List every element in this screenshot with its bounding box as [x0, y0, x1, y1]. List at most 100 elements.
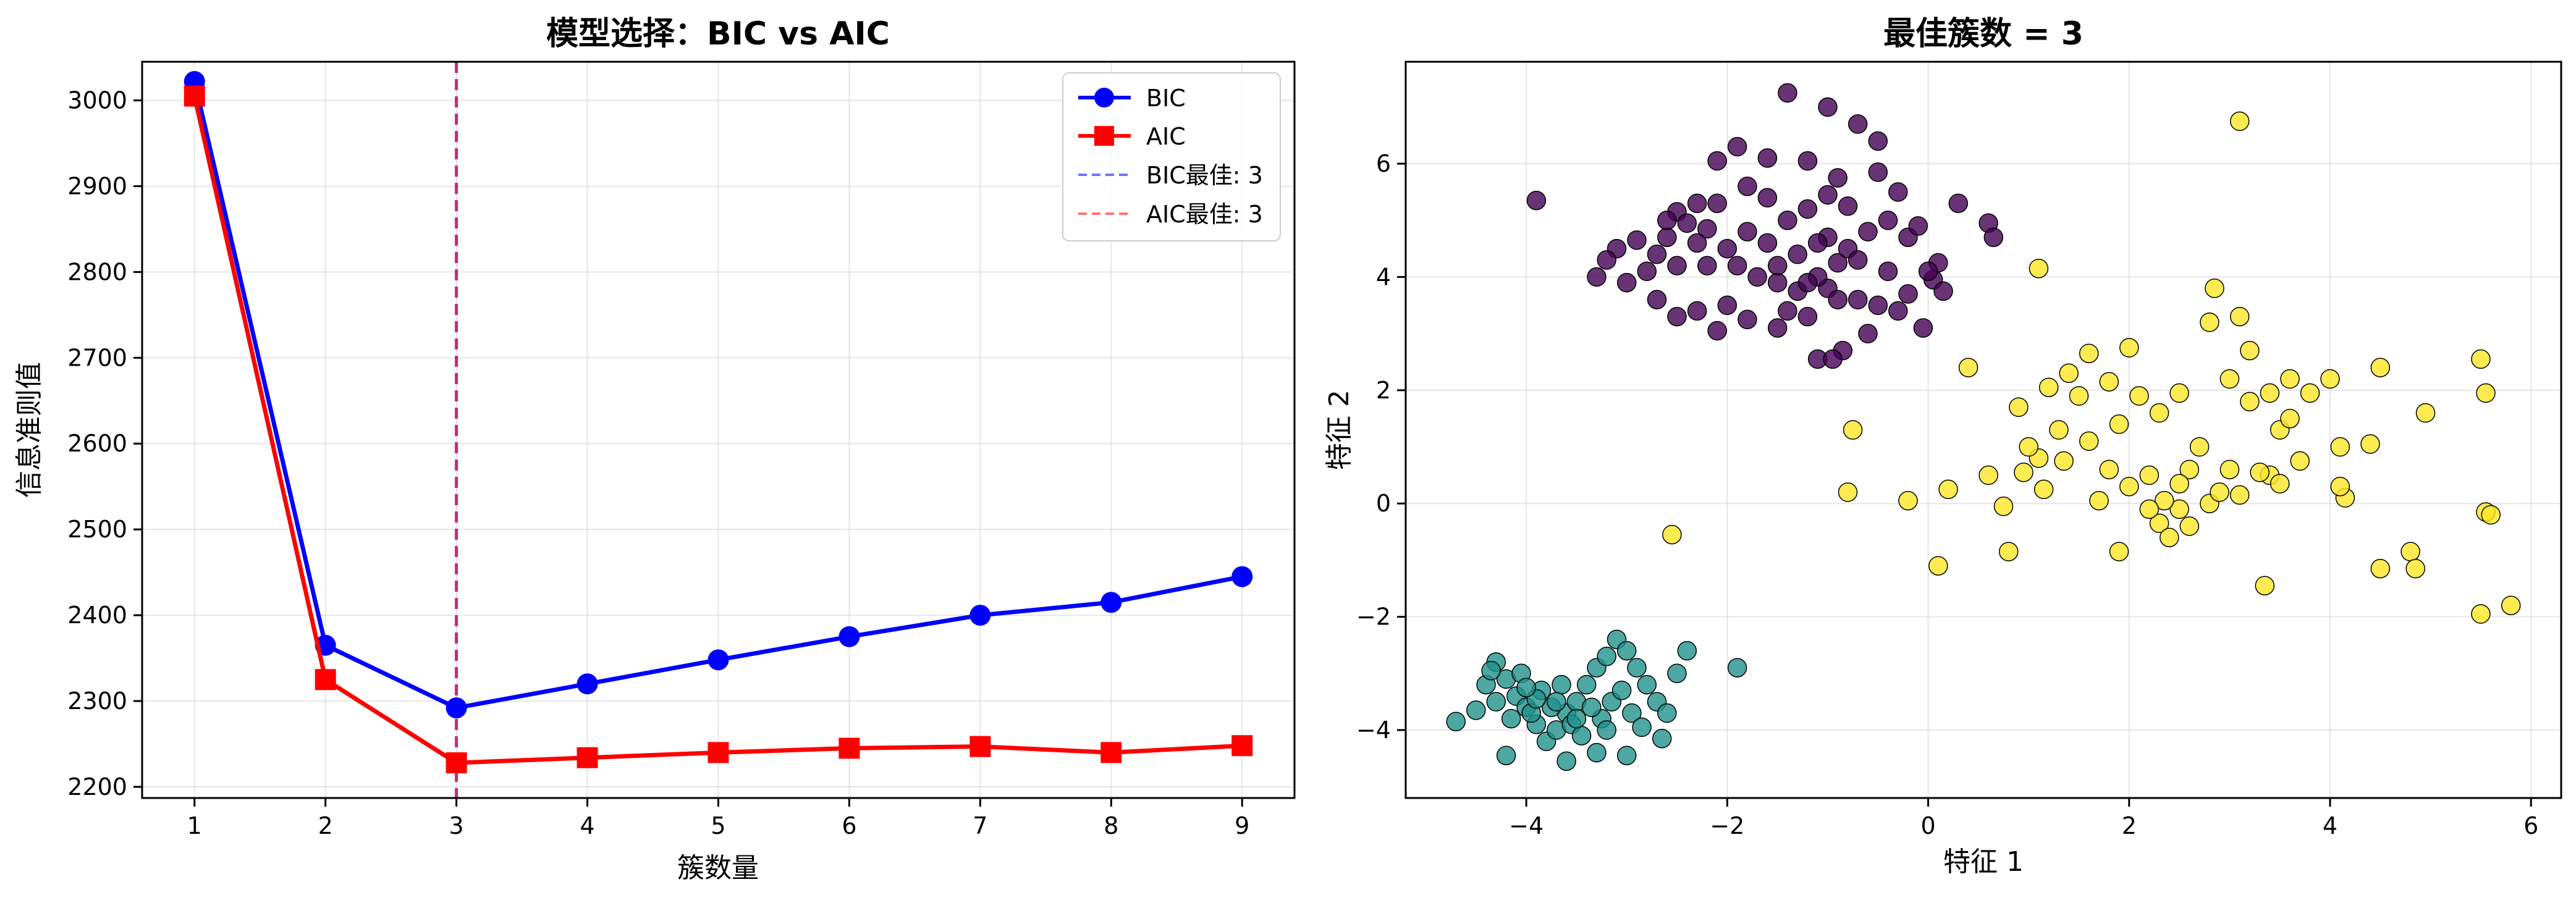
cluster-3-point — [2033, 479, 2054, 500]
left-ticks: 1 2 3 4 5 6 7 8 9 2200 2300 2400 2500 2600 2700 2800 290… — [67, 87, 1249, 839]
cluster-3-point — [2189, 437, 2210, 457]
cluster-3-point — [2250, 463, 2270, 482]
cluster-1-point — [1657, 210, 1677, 230]
cluster-3-point — [2029, 258, 2049, 279]
bic-point — [1231, 566, 1253, 587]
cluster-2-point — [1657, 703, 1677, 723]
cluster-3-point — [2481, 505, 2501, 525]
left-chart-title: 模型选择：BIC vs AIC — [546, 15, 890, 52]
cluster-1-point — [1727, 136, 1747, 157]
bic-point — [969, 605, 991, 626]
cluster-3-point — [2219, 460, 2240, 479]
cluster-1-point — [1888, 182, 1908, 202]
legend-aic-label: AIC — [1146, 123, 1186, 150]
cluster-1-point — [1667, 306, 1687, 327]
cluster-3-point — [2320, 369, 2340, 389]
cluster-1-point — [1657, 227, 1677, 247]
cluster-1-point — [1697, 219, 1717, 239]
right-y-tick-label: −2 — [1356, 603, 1391, 631]
legend-bic-best-label: BIC最佳: 3 — [1146, 162, 1263, 189]
cluster-1-point — [1587, 267, 1607, 287]
cluster-1-point — [1757, 233, 1778, 253]
cluster-1-point — [1597, 250, 1616, 270]
legend-bic-marker — [1094, 88, 1114, 107]
cluster-3-point — [2260, 383, 2280, 403]
cluster-3-point — [2240, 340, 2260, 361]
cluster-1-point — [1828, 290, 1848, 309]
left-x-tick-label: 8 — [1104, 812, 1118, 839]
cluster-1-point — [1878, 210, 1898, 230]
cluster-3-point — [2109, 414, 2129, 434]
cluster-1-point — [1868, 295, 1888, 316]
cluster-1-point — [1797, 151, 1818, 171]
cluster-1-point — [1778, 210, 1797, 230]
legend-entry-bic: BIC — [1078, 85, 1186, 112]
right-y-tick-label: −4 — [1356, 716, 1391, 744]
cluster-3-point — [2149, 513, 2169, 534]
cluster-1-point — [1823, 349, 1843, 369]
cluster-3-point — [2219, 369, 2240, 389]
cluster-3-point — [2009, 397, 2029, 418]
cluster-3-point — [2240, 392, 2260, 411]
legend-entry-aic-best: AIC最佳: 3 — [1078, 201, 1263, 228]
right-plot-frame — [1404, 61, 2562, 799]
cluster-1-point — [1647, 245, 1667, 264]
left-y-tick-label: 2200 — [67, 773, 127, 800]
left-x-tick-label: 7 — [973, 812, 987, 839]
cluster-2-point — [1582, 697, 1602, 718]
cluster-3-point — [2119, 476, 2139, 497]
left-y-tick-label: 2700 — [67, 344, 127, 371]
cluster-2-point — [1597, 720, 1616, 740]
cluster-3-point — [1838, 482, 1858, 502]
left-y-tick-label: 3000 — [67, 87, 127, 114]
cluster-3-point — [2280, 408, 2300, 429]
cluster-3-point — [2014, 463, 2033, 482]
cluster-3-point — [2069, 386, 2089, 406]
cluster-3-point — [2300, 383, 2320, 403]
cluster-3-point — [2370, 358, 2391, 377]
cluster-1-point — [1747, 267, 1767, 287]
left-y-axis-label: 信息准则值 — [14, 362, 45, 498]
cluster-1-point — [1647, 290, 1667, 309]
cluster-3-point — [1958, 358, 1978, 377]
cluster-3-point — [2229, 306, 2250, 327]
cluster-3-point — [2255, 576, 2275, 595]
cluster-3-point — [2089, 490, 2109, 511]
cluster-1-point — [1738, 309, 1757, 329]
right-x-tick-label: 6 — [2523, 812, 2538, 839]
cluster-2-point — [1727, 658, 1747, 678]
cluster-3-point — [2169, 383, 2189, 403]
cluster-1-point — [1767, 256, 1788, 275]
cluster-3-point — [2290, 451, 2310, 471]
cluster-2-point — [1547, 692, 1566, 712]
cluster-1-point — [1687, 193, 1707, 213]
cluster-1-point — [1767, 272, 1788, 293]
cluster-3-point — [2054, 451, 2074, 471]
cluster-2-point — [1667, 663, 1687, 684]
cluster-3-point — [2139, 499, 2160, 519]
cluster-3-point — [1938, 479, 1958, 500]
cluster-1-point — [1918, 261, 1938, 282]
cluster-1-point — [1526, 190, 1547, 211]
cluster-3-point — [1993, 497, 2014, 516]
cluster-3-point — [2160, 527, 2179, 547]
cluster-2-point — [1571, 726, 1592, 746]
cluster-2-point — [1677, 640, 1697, 661]
legend-entry-aic: AIC — [1078, 123, 1186, 150]
left-y-tick-label: 2900 — [67, 172, 127, 200]
right-y-tick-label: 0 — [1376, 490, 1391, 517]
right-chart-panel: −4 −2 0 2 4 6 −4 −2 0 2 4 6 最佳簇数 = 3 特征 1 特征 2 — [1324, 15, 2562, 878]
cluster-3-point — [2129, 386, 2149, 406]
cluster-3-point — [2099, 372, 2119, 392]
left-y-tick-label: 2300 — [67, 687, 127, 715]
bic-point — [707, 649, 729, 671]
cluster-3-point — [2109, 542, 2129, 561]
cluster-1-point — [1908, 216, 1928, 236]
cluster-1-point — [1838, 196, 1858, 216]
cluster-1-point — [1767, 318, 1788, 338]
cluster-1-point — [1616, 272, 1637, 293]
cluster-1-point — [1697, 256, 1717, 275]
cluster-2-point — [1622, 703, 1642, 723]
left-y-tick-label: 2600 — [67, 430, 127, 457]
cluster-2-point — [1616, 746, 1637, 765]
